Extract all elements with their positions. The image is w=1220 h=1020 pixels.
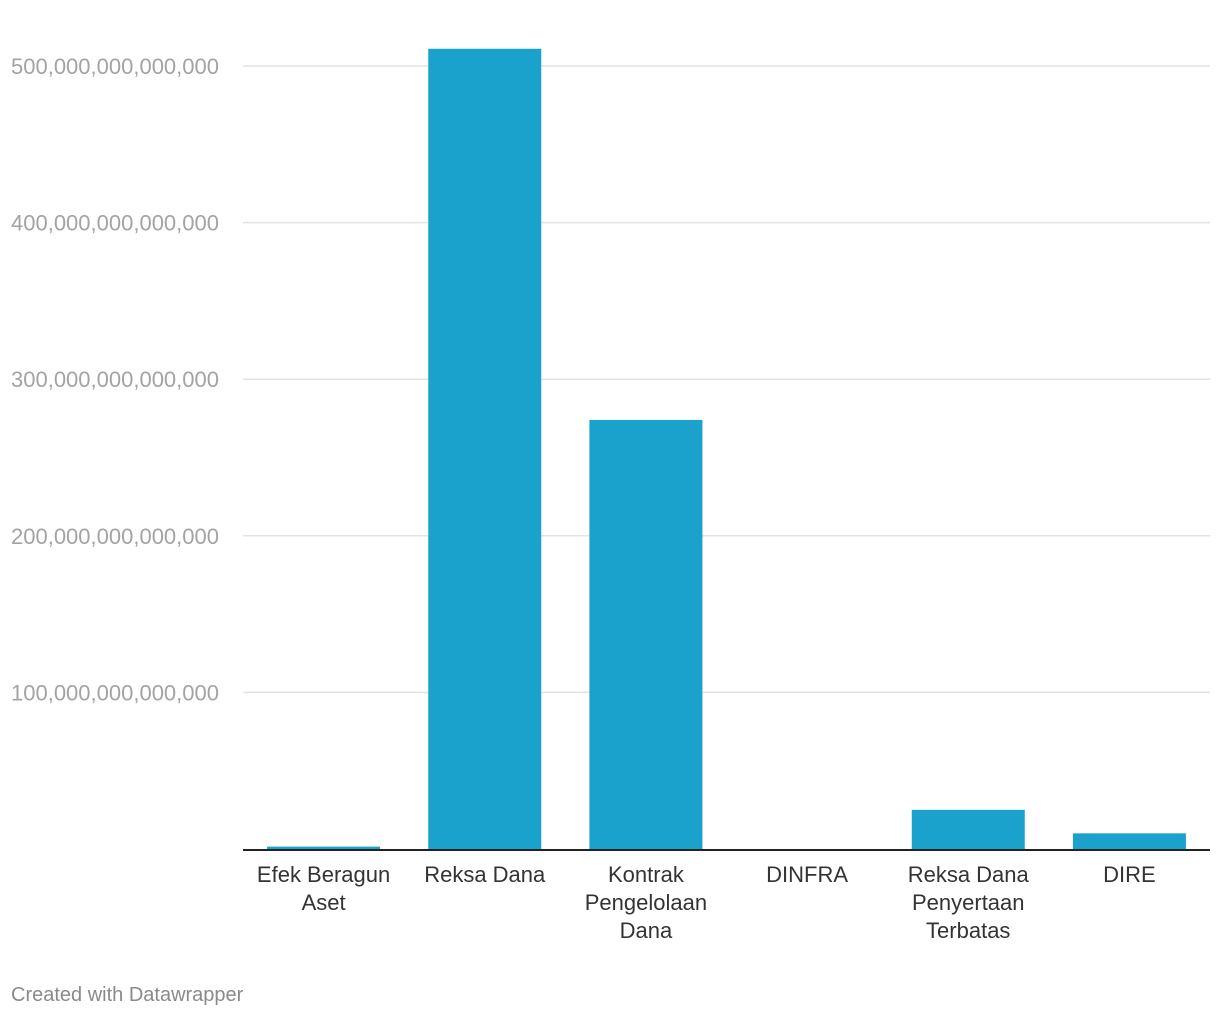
x-category-label: DIRE [1103, 862, 1156, 887]
y-tick-label: 300,000,000,000,000 [11, 367, 219, 392]
x-category-label-line: DIRE [1103, 862, 1156, 887]
bar [1072, 833, 1186, 849]
y-tick-label: 500,000,000,000,000 [11, 54, 219, 79]
x-category-label-line: Aset [302, 890, 346, 915]
x-category-label-line: Efek Beragun [257, 862, 390, 887]
bar [267, 846, 381, 849]
x-category-label: Efek Beragun Aset [257, 862, 390, 915]
credit-text: Created with Datawrapper [11, 984, 244, 1006]
bar [589, 419, 703, 849]
bar [911, 809, 1025, 849]
y-tick-label: 200,000,000,000,000 [11, 524, 219, 549]
x-category-label: Kontrak Pengelolaan Dana [585, 862, 707, 943]
x-category-label-line: Reksa Dana [424, 862, 546, 887]
x-category-label-line: Terbatas [926, 918, 1010, 943]
x-category-label-line: Reksa Dana [908, 862, 1030, 887]
x-category-label: Reksa Dana [424, 862, 546, 887]
x-category-label-line: Dana [620, 918, 673, 943]
y-tick-label: 100,000,000,000,000 [11, 680, 219, 705]
gridlines [243, 65, 1210, 694]
x-category-label: Reksa Dana Penyertaan Terbatas [908, 862, 1030, 943]
x-axis-category-labels: Efek Beragun Aset Reksa Dana Kontrak Pengelo… [257, 862, 1156, 943]
bar [428, 48, 542, 850]
y-tick-label: 400,000,000,000,000 [11, 211, 219, 236]
x-category-label-line: Penyertaan [912, 890, 1025, 915]
x-category-label-line: Kontrak [608, 862, 685, 887]
bars [267, 48, 1186, 850]
x-category-label: DINFRA [766, 862, 848, 887]
y-axis-tick-labels: 100,000,000,000,000 200,000,000,000,000 30… [11, 54, 219, 705]
x-category-label-line: Pengelolaan [585, 890, 707, 915]
x-category-label-line: DINFRA [766, 862, 848, 887]
